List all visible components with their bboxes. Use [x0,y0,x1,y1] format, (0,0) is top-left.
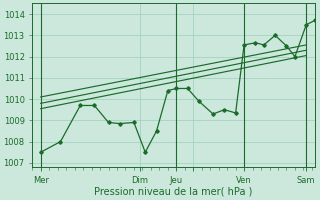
X-axis label: Pression niveau de la mer( hPa ): Pression niveau de la mer( hPa ) [94,187,253,197]
